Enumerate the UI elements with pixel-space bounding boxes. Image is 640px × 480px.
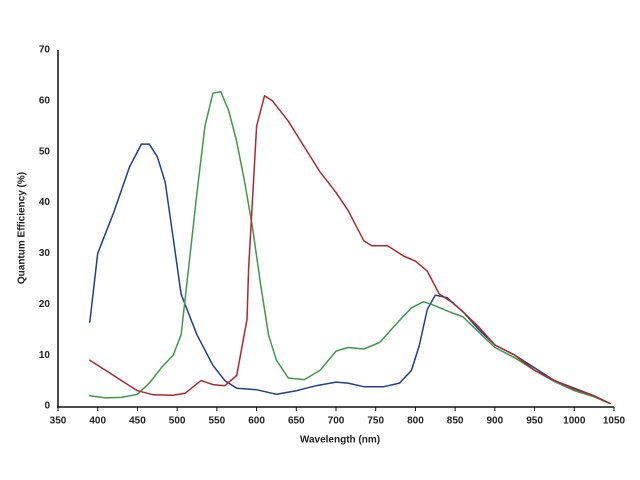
x-tick-label: 800: [407, 416, 424, 427]
x-tick-label: 400: [89, 416, 106, 427]
x-tick-label: 700: [328, 416, 345, 427]
y-tick-label: 30: [39, 248, 51, 259]
y-tick-label: 0: [44, 401, 50, 412]
y-tick-label: 70: [39, 45, 51, 56]
x-tick-label: 450: [129, 416, 146, 427]
x-tick-label: 500: [169, 416, 186, 427]
y-tick-label: 20: [39, 299, 51, 310]
x-tick-label: 1050: [603, 416, 626, 427]
series-line: [89, 90, 611, 405]
x-axis-label: Wavelength (nm): [300, 435, 380, 446]
x-tick-label: 600: [248, 416, 265, 427]
series-line: [89, 143, 611, 405]
x-tick-label: 950: [526, 416, 543, 427]
y-axis-label: Quantum Efficiency (%): [17, 172, 28, 284]
x-tick-label: 350: [50, 416, 67, 427]
x-tick-label: 1000: [563, 416, 586, 427]
y-tick-label: 60: [39, 95, 51, 106]
x-tick-label: 850: [447, 416, 464, 427]
y-tick-label: 40: [39, 197, 51, 208]
x-tick-label: 550: [209, 416, 226, 427]
y-tick-label: 10: [39, 350, 51, 361]
x-tick-label: 650: [288, 416, 305, 427]
x-tick-label: 900: [487, 416, 504, 427]
series-line: [89, 95, 611, 405]
y-tick-label: 50: [39, 146, 51, 157]
x-tick-label: 750: [367, 416, 384, 427]
